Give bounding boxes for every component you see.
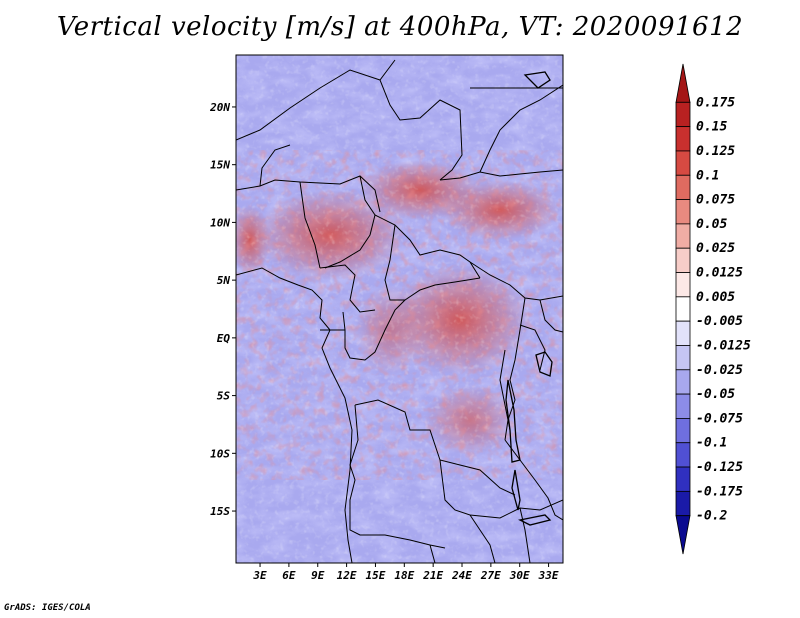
colorbar: 0.175 0.15 0.125 0.1 0.075 0.05 0.025 0.0125 0.0…: [675, 63, 751, 555]
colorbar-label: 0.15: [696, 120, 727, 135]
colorbar-swatch: [675, 369, 691, 395]
colorbar-swatch: [675, 223, 691, 249]
grads-credit: GrADS: IGES/COLA: [4, 603, 91, 613]
map-title: Vertical velocity [m/s] at 400hPa, VT: 2…: [56, 12, 744, 42]
colorbar-swatch: [675, 150, 691, 176]
colorbar-swatch: [675, 490, 691, 517]
colorbar-label: -0.075: [696, 411, 743, 426]
colorbar-swatch: [675, 418, 691, 444]
colorbar-swatch: [675, 320, 691, 346]
lat-label: 20N: [209, 101, 230, 114]
lon-label: 3E: [252, 569, 267, 582]
lon-label: 33E: [538, 569, 559, 582]
colorbar-label: 0.1: [696, 168, 719, 183]
lat-label: 5S: [217, 390, 231, 403]
colorbar-label: 0.075: [696, 193, 735, 208]
country-borders: [236, 59, 563, 563]
colorbar-label: 0.005: [696, 290, 735, 305]
lat-label: 15N: [210, 159, 230, 172]
lon-label: 18E: [394, 569, 414, 582]
colorbar-label: -0.0125: [696, 338, 751, 353]
colorbar-swatch: [675, 393, 691, 419]
map-frame: [235, 54, 564, 564]
colorbar-label: 0.175: [696, 95, 735, 110]
lon-label: 30E: [509, 569, 530, 582]
colorbar-label: -0.125: [696, 460, 743, 475]
colorbar-label: 0.025: [696, 241, 735, 256]
latitude-axis: 20N 15N 10N 5N EQ 5S 10S 15S: [209, 101, 236, 518]
colorbar-label: -0.175: [696, 484, 743, 499]
lakes: [505, 71, 553, 526]
lon-label: 15E: [366, 569, 386, 582]
longitude-axis: 3E 6E 9E 12E 15E 18E 21E 24E 27E 30E 33E: [252, 563, 559, 582]
colorbar-swatch: [675, 126, 691, 152]
lon-label: 27E: [480, 569, 501, 582]
colorbar-label: -0.1: [696, 436, 727, 451]
lat-label: 15S: [210, 505, 230, 518]
colorbar-swatch: [675, 101, 691, 128]
colorbar-label: 0.05: [696, 217, 727, 232]
colorbar-swatch: [675, 442, 691, 468]
vertical-velocity-field: [236, 55, 563, 563]
colorbar-swatch: [675, 296, 691, 322]
colorbar-swatch: [675, 272, 691, 298]
colorbar-label: 0.0125: [696, 266, 743, 281]
lon-label: 21E: [422, 569, 443, 582]
lon-label: 12E: [337, 569, 357, 582]
lon-label: 24E: [451, 569, 472, 582]
colorbar-swatch: [675, 247, 691, 273]
lon-label: 9E: [311, 569, 325, 582]
colorbar-label: 0.125: [696, 144, 735, 159]
lat-label: 10S: [210, 447, 230, 460]
lat-label: EQ: [217, 332, 231, 345]
colorbar-swatch: [675, 466, 691, 492]
colorbar-swatch: [675, 515, 691, 555]
colorbar-label: -0.05: [696, 387, 735, 402]
lat-label: 10N: [210, 216, 230, 229]
colorbar-label: -0.005: [696, 314, 743, 329]
colorbar-label: -0.025: [696, 363, 743, 378]
lat-label: 5N: [217, 274, 231, 287]
colorbar-label: -0.2: [696, 509, 727, 524]
colorbar-swatch: [675, 199, 691, 225]
colorbar-swatch: [675, 63, 691, 103]
colorbar-swatch: [675, 174, 691, 200]
lon-label: 6E: [282, 569, 296, 582]
colorbar-swatch: [675, 345, 691, 371]
